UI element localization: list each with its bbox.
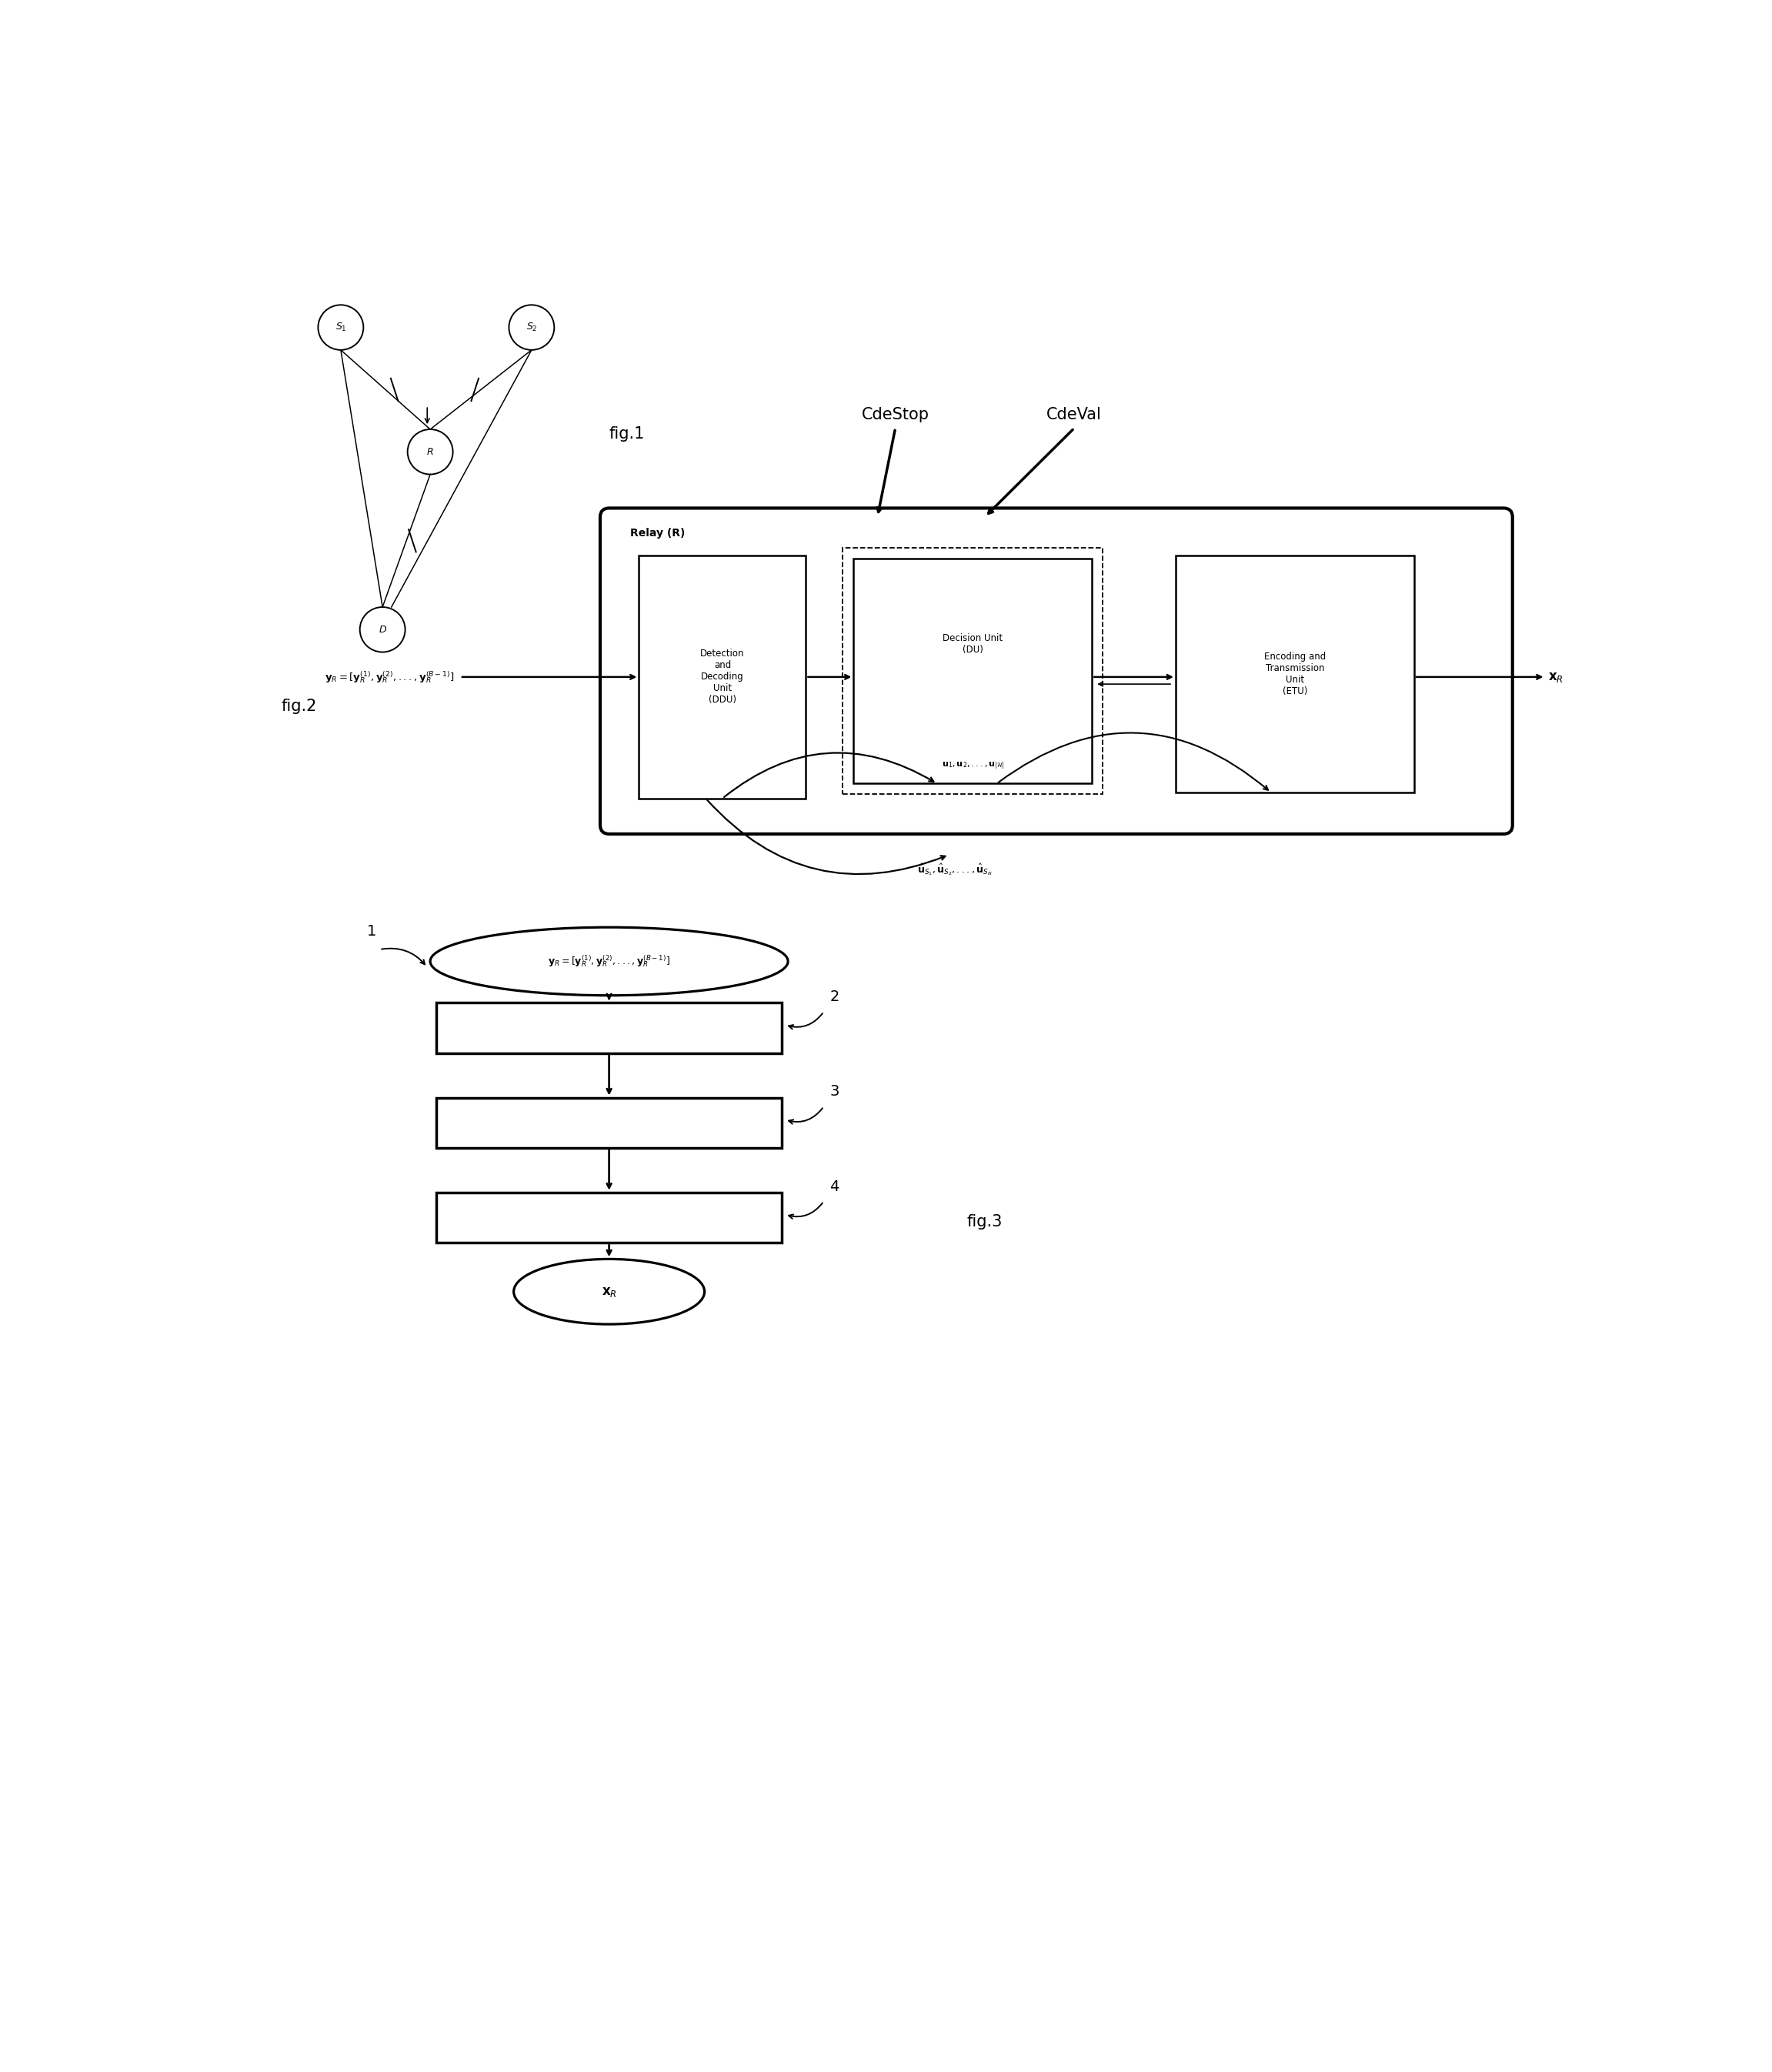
Text: fig.2: fig.2 xyxy=(282,698,317,715)
Text: $S_1$: $S_1$ xyxy=(335,321,346,334)
Text: 1: 1 xyxy=(367,924,376,939)
Text: $\mathbf{x}_R$: $\mathbf{x}_R$ xyxy=(601,1285,617,1299)
Text: CdeStop: CdeStop xyxy=(861,406,929,423)
Text: fig.3: fig.3 xyxy=(968,1214,1003,1229)
Text: $\mathbf{x}_R$: $\mathbf{x}_R$ xyxy=(1549,669,1563,684)
Text: $D$: $D$ xyxy=(377,624,386,634)
Text: Encoding and
Transmission
Unit
(ETU): Encoding and Transmission Unit (ETU) xyxy=(1263,653,1325,696)
Text: $S_2$: $S_2$ xyxy=(526,321,537,334)
Text: 3: 3 xyxy=(829,1084,840,1098)
Text: $\mathbf{y}_R = [\mathbf{y}_R^{(1)}, \mathbf{y}_R^{(2)}, ..., \mathbf{y}_R^{(B-1: $\mathbf{y}_R = [\mathbf{y}_R^{(1)}, \ma… xyxy=(324,669,454,684)
Text: Relay (R): Relay (R) xyxy=(631,528,686,539)
Text: CdeVal: CdeVal xyxy=(1047,406,1102,423)
Text: Detection
and
Decoding
Unit
(DDU): Detection and Decoding Unit (DDU) xyxy=(700,649,744,704)
Text: 2: 2 xyxy=(829,990,840,1005)
Text: $R$: $R$ xyxy=(427,448,434,456)
Text: 4: 4 xyxy=(829,1179,840,1193)
Text: Decision Unit
(DU): Decision Unit (DU) xyxy=(943,634,1003,655)
Text: fig.1: fig.1 xyxy=(610,427,645,441)
Text: $\hat{\mathbf{u}}_{S_1}, \hat{\mathbf{u}}_{S_2}, ..., \hat{\mathbf{u}}_{S_N}$: $\hat{\mathbf{u}}_{S_1}, \hat{\mathbf{u}… xyxy=(918,862,992,876)
Text: $\mathbf{y}_R = [\mathbf{y}_R^{(1)}, \mathbf{y}_R^{(2)}, ..., \mathbf{y}_R^{(B-1: $\mathbf{y}_R = [\mathbf{y}_R^{(1)}, \ma… xyxy=(548,953,670,970)
Text: $\mathbf{u}_1, \mathbf{u}_2, ..., \mathbf{u}_{|\mathcal{H}|}$: $\mathbf{u}_1, \mathbf{u}_2, ..., \mathb… xyxy=(941,760,1005,771)
